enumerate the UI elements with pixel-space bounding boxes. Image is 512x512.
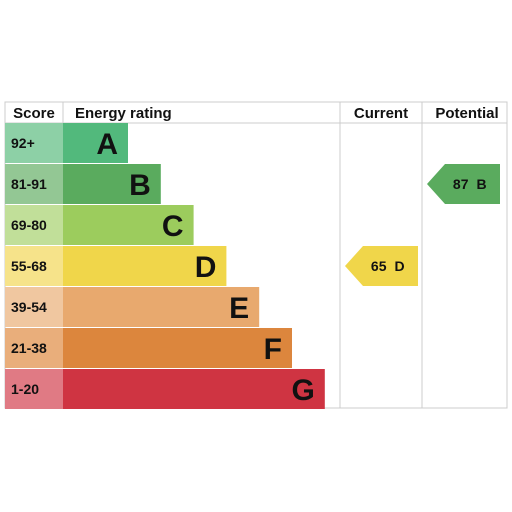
score-label-g: 1-20 bbox=[11, 381, 39, 397]
score-label-b: 81-91 bbox=[11, 176, 47, 192]
score-label-a: 92+ bbox=[11, 135, 35, 151]
rating-bar-d bbox=[63, 246, 227, 286]
rating-letter-b: B bbox=[129, 169, 151, 202]
rating-bar-g bbox=[63, 369, 325, 409]
rating-letter-f: F bbox=[264, 333, 282, 366]
score-cell-g bbox=[5, 369, 63, 409]
score-cell-b bbox=[5, 164, 63, 204]
rating-bar-c bbox=[63, 205, 194, 245]
current-rating-letter: D bbox=[395, 258, 405, 274]
score-label-f: 21-38 bbox=[11, 340, 47, 356]
current-rating-score: 65 bbox=[371, 258, 387, 274]
rating-bands: 92+ A 81-91 B 69-80 C 55-68 D 39-54 E 21-38 F 1-20 G bbox=[5, 123, 325, 409]
header-energy-rating: Energy rating bbox=[75, 105, 172, 122]
score-cell-e bbox=[5, 287, 63, 327]
rating-letter-e: E bbox=[229, 292, 249, 325]
rating-arrows: 65 D 87 B bbox=[345, 164, 500, 286]
header-potential: Potential bbox=[435, 105, 498, 122]
rating-bar-b bbox=[63, 164, 161, 204]
headers: Score Energy rating Current Potential bbox=[13, 105, 499, 122]
rating-bar-a bbox=[63, 123, 128, 163]
rating-letter-a: A bbox=[96, 128, 118, 161]
rating-bar-f bbox=[63, 328, 292, 368]
score-cell-a bbox=[5, 123, 63, 163]
score-cell-f bbox=[5, 328, 63, 368]
score-label-c: 69-80 bbox=[11, 217, 47, 233]
potential-rating-arrow bbox=[427, 164, 500, 204]
potential-rating-score: 87 bbox=[453, 176, 469, 192]
rating-letter-c: C bbox=[162, 210, 184, 243]
score-cell-c bbox=[5, 205, 63, 245]
current-rating-arrow bbox=[345, 246, 418, 286]
rating-bar-e bbox=[63, 287, 260, 327]
header-score: Score bbox=[13, 105, 55, 122]
score-cell-d bbox=[5, 246, 63, 286]
rating-letter-d: D bbox=[195, 251, 217, 284]
rating-letter-g: G bbox=[291, 374, 314, 407]
score-label-e: 39-54 bbox=[11, 299, 47, 315]
score-label-d: 55-68 bbox=[11, 258, 47, 274]
potential-rating-letter: B bbox=[477, 176, 487, 192]
header-current: Current bbox=[354, 105, 408, 122]
